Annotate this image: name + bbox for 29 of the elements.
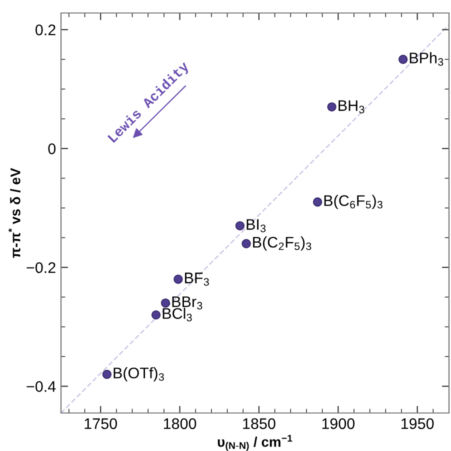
point xyxy=(160,298,170,308)
annotation: BI$_{3}$ xyxy=(246,219,266,232)
y-tick-label: 0 xyxy=(48,143,56,154)
x-tick-label: 1900 xyxy=(322,418,355,430)
x-tick-label: 1750 xyxy=(84,418,117,430)
point xyxy=(398,54,408,64)
annotation: BBr$_{3}$ xyxy=(172,296,202,310)
point xyxy=(102,370,112,379)
annotation: B(C$_{2}$F$_{5}$)$_{3}$ xyxy=(253,236,312,251)
y-tick-label: −0.4 xyxy=(26,381,56,392)
point xyxy=(312,197,322,207)
annotation: B(OTf)$_{3}$ xyxy=(114,367,164,382)
y-tick-label: −0.2 xyxy=(26,262,56,274)
annotation: B(C$_{6}$F$_{5}$)$_{3}$ xyxy=(324,194,382,210)
point xyxy=(151,310,161,320)
point xyxy=(174,274,183,284)
x-tick-label: 1800 xyxy=(164,418,196,430)
point xyxy=(235,221,245,230)
point xyxy=(327,102,336,112)
annotation: BH$_{3}$ xyxy=(338,100,364,114)
point xyxy=(242,239,251,248)
y-axis-title: π-π$^{*}$ vs δ / eV xyxy=(8,168,20,258)
x-axis-title: υ$_{(N-N)}$ / cm$^{−1}$ xyxy=(218,434,292,451)
x-tick-label: 1950 xyxy=(402,418,434,430)
x-tick-label: 1850 xyxy=(243,418,276,430)
annotation: BF$_{3}$ xyxy=(185,272,209,286)
y-tick-label: 0.2 xyxy=(36,24,56,36)
annotation: BCl$_{3}$ xyxy=(162,308,192,322)
annotation: BPh$_{3}$ xyxy=(410,52,444,66)
